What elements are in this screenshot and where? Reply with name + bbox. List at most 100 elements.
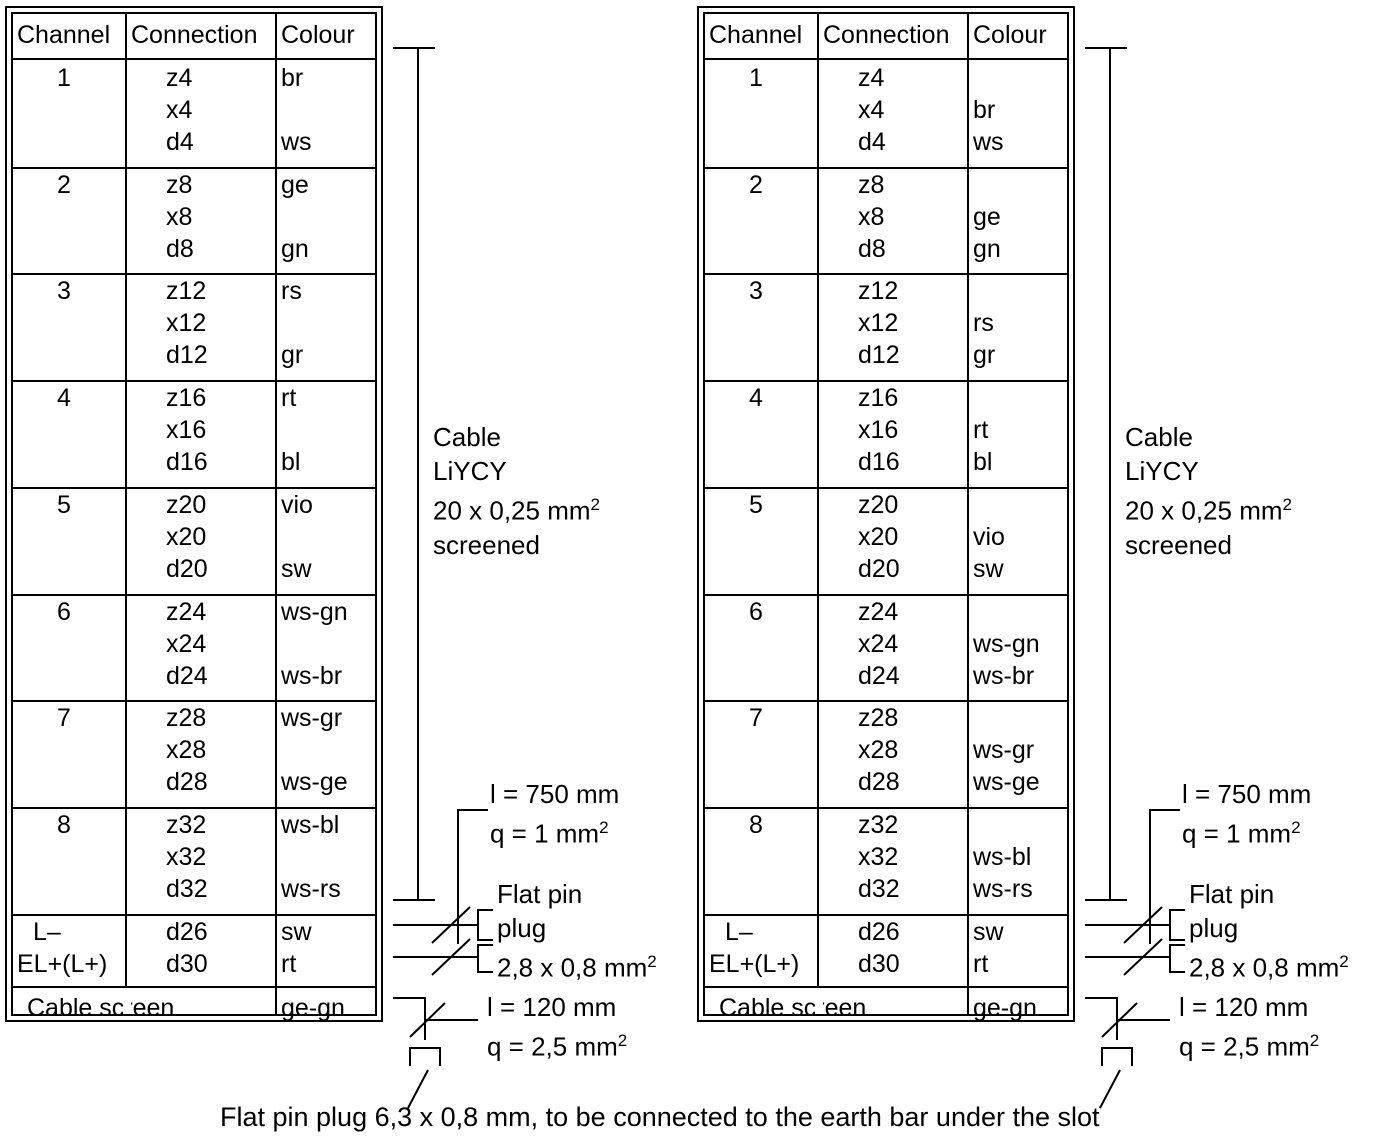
wire-length: l = 750 mm: [1182, 779, 1312, 809]
flat-pin-line: 2,8 x 0,8 mm2: [1189, 945, 1349, 985]
connection-pin: z16: [166, 384, 207, 413]
flat-pin-size: 2,8 x 0,8 mm: [1189, 952, 1340, 983]
header-colour: Colour: [281, 21, 355, 49]
wire-colour: gr: [281, 341, 304, 370]
connection-pin: z24: [858, 597, 899, 626]
power-connection: d26: [858, 917, 900, 946]
power-channel: EL+(L+): [709, 949, 800, 978]
cable-screen-colour: ge-gn: [281, 993, 345, 1022]
power-channel: L–: [33, 917, 61, 946]
header-channel: Channel: [17, 21, 111, 49]
slash-mark: [1123, 938, 1163, 976]
wire-colour: ge: [281, 170, 309, 199]
wire-spec-leader: [1149, 809, 1180, 944]
row-divider: [13, 273, 375, 276]
footer-note: Flat pin plug 6,3 x 0,8 mm, to be connec…: [220, 1102, 1100, 1132]
cable-label: Cable LiYCY 20 x 0,25 mm2 screened: [433, 420, 600, 562]
wire-colour: ws-rs: [973, 874, 1033, 903]
right-wiring-lines: [1085, 47, 1185, 1109]
channel-number: 7: [749, 704, 763, 733]
wire-spec: l = 750 mm q = 1 mm2: [490, 777, 619, 851]
wire-section-line: q = 1 mm2: [1182, 811, 1311, 851]
connection-pin: d32: [858, 874, 900, 903]
connection-pin: d28: [858, 768, 900, 797]
screen-wire: [1085, 997, 1118, 1040]
cable-label: Cable LiYCY 20 x 0,25 mm2 screened: [1125, 420, 1292, 562]
slash-mark: [1123, 906, 1163, 944]
connection-pin: x4: [858, 96, 885, 124]
cable-screen-colour: ge-gn: [973, 993, 1037, 1022]
connection-pin: d20: [858, 554, 900, 583]
connection-pin: x16: [858, 416, 899, 445]
superscript: 2: [590, 495, 600, 514]
cable-section: 20 x 0,25 mm: [1125, 495, 1283, 526]
superscript: 2: [647, 952, 657, 971]
connection-pin: d20: [166, 554, 208, 583]
footer-leader: [1099, 1069, 1121, 1109]
row-divider: [13, 166, 375, 169]
screen-section-line: q = 2,5 mm2: [487, 1024, 627, 1064]
screen-wire: [393, 997, 426, 1040]
cable-label-line: screened: [433, 529, 540, 560]
connection-pin: z32: [166, 810, 207, 839]
slash-mark: [1101, 1002, 1138, 1038]
power-connection: d30: [858, 949, 900, 978]
wire-colour: ws-bl: [973, 842, 1032, 871]
power-colour: rt: [281, 949, 297, 978]
power-channel: L–: [725, 917, 753, 946]
right-wiring-table: Channel Connection Colour 1 z4 x4 br d4 ws 2 z8…: [697, 6, 1075, 1022]
row-divider: [13, 486, 375, 489]
flat-pin-line: 2,8 x 0,8 mm2: [497, 945, 657, 985]
screen-section: q = 2,5 mm: [1179, 1031, 1310, 1062]
channel-number: 1: [57, 64, 71, 92]
connection-pin: x32: [166, 842, 207, 871]
superscript: 2: [599, 818, 609, 837]
wire-section: q = 1 mm: [1182, 818, 1292, 849]
row-divider: [13, 700, 375, 703]
connection-pin: z16: [858, 384, 899, 413]
merged-cell-mask: [123, 987, 131, 1014]
slash-mark: [431, 906, 471, 944]
earth-plug: [409, 1047, 441, 1066]
connection-pin: d32: [166, 874, 208, 903]
flat-pin-bracket-1: [1169, 909, 1185, 941]
flat-pin-bracket-2: [477, 944, 493, 973]
wire-colour: vio: [973, 522, 1005, 551]
wire-spec: l = 750 mm q = 1 mm2: [1182, 777, 1311, 851]
wire-colour: rt: [973, 416, 989, 445]
connection-pin: x16: [166, 416, 207, 445]
connection-pin: z20: [858, 490, 899, 519]
connection-pin: x32: [858, 842, 899, 871]
wire-colour: ge: [973, 202, 1001, 231]
connection-pin: z20: [166, 490, 207, 519]
cable-section: 20 x 0,25 mm: [433, 495, 591, 526]
connection-pin: z12: [858, 277, 899, 306]
left-wiring-lines: [393, 47, 493, 1109]
power-channel: EL+(L+): [17, 949, 108, 978]
wire-colour: ws: [973, 128, 1004, 156]
wire-colour: rs: [973, 309, 994, 338]
flat-pin-bracket-2: [1169, 944, 1185, 973]
connection-pin: z32: [858, 810, 899, 839]
cable-label-line: Cable: [1125, 422, 1193, 452]
channel-number: 8: [57, 810, 71, 839]
connection-pin: z4: [166, 64, 193, 92]
channel-number: 8: [749, 810, 763, 839]
row-divider: [13, 380, 375, 383]
connection-pin: x20: [858, 522, 899, 551]
wire-colour: gr: [973, 341, 996, 370]
channel-number: 5: [749, 490, 763, 519]
footer-leader: [407, 1069, 429, 1109]
channel-number: 7: [57, 704, 71, 733]
wire-colour: vio: [281, 490, 313, 519]
connection-pin: z12: [166, 277, 207, 306]
wire-section: q = 1 mm: [490, 818, 600, 849]
wire-colour: br: [973, 96, 996, 124]
flat-pin-label: Flat pin plug 2,8 x 0,8 mm2: [497, 877, 657, 985]
superscript: 2: [617, 1031, 628, 1050]
wire-colour: rs: [281, 277, 302, 306]
connection-pin: z8: [166, 170, 193, 199]
flat-pin-size: 2,8 x 0,8 mm: [497, 952, 648, 983]
row-divider: [705, 486, 1067, 489]
cable-label-line: LiYCY: [433, 456, 507, 486]
